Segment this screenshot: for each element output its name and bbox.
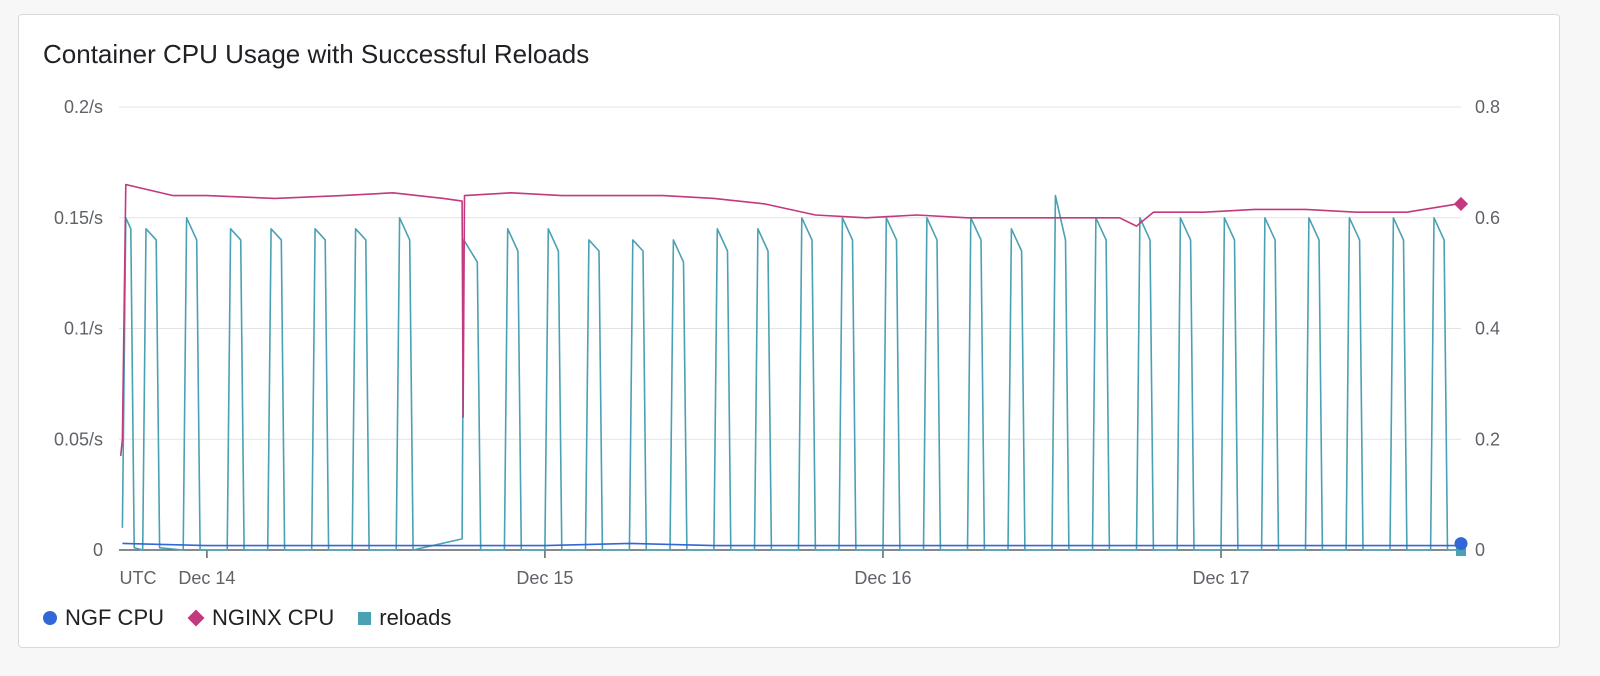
x-tick-label: Dec 14 (178, 568, 235, 588)
legend-item-nginx-cpu[interactable]: NGINX CPU (187, 605, 335, 631)
legend: NGF CPU NGINX CPU reloads (43, 605, 451, 631)
y-right-tick-label: 0.4 (1475, 319, 1500, 339)
legend-label: NGINX CPU (212, 605, 335, 630)
x-tick-label: Dec 15 (516, 568, 573, 588)
series-line-reloads (121, 194, 1458, 551)
legend-label: reloads (379, 605, 452, 630)
x-tick-label: Dec 16 (854, 568, 911, 588)
chart-title: Container CPU Usage with Successful Relo… (43, 39, 590, 69)
series-line-ngf-cpu (122, 542, 1458, 547)
line-chart: 0 0.05/s 0.1/s 0.15/s 0.2/s 0 0.2 0.4 0.6 0.8 UTC D… (54, 97, 1500, 588)
chart-card: Container CPU Usage with Successful Relo… (18, 14, 1560, 648)
circle-marker-icon (43, 611, 57, 625)
y-left-tick-label: 0 (93, 540, 103, 560)
square-marker-icon (358, 611, 372, 625)
y-right-tick-label: 0.2 (1475, 429, 1500, 449)
series-end-marker-nginx-cpu (1453, 196, 1469, 211)
y-right-tick-label: 0 (1475, 540, 1485, 560)
series-end-marker-reloads (1456, 548, 1466, 556)
y-right-tick-label: 0.8 (1475, 97, 1500, 117)
y-left-tick-label: 0.1/s (64, 319, 103, 339)
diamond-marker-icon (187, 609, 205, 627)
legend-item-ngf-cpu[interactable]: NGF CPU (43, 605, 164, 631)
y-left-tick-label: 0.05/s (54, 429, 103, 449)
x-tick-label: Dec 17 (1192, 568, 1249, 588)
series-line-nginx-cpu (119, 183, 1458, 456)
series-end-marker-ngf-cpu (1454, 537, 1468, 551)
y-left-tick-label: 0.15/s (54, 208, 103, 228)
y-left-tick-label: 0.2/s (64, 97, 103, 117)
legend-label: NGF CPU (65, 605, 164, 630)
legend-item-reloads[interactable]: reloads (358, 605, 451, 631)
y-right-tick-label: 0.6 (1475, 208, 1500, 228)
x-axis-timezone-label: UTC (120, 568, 157, 588)
